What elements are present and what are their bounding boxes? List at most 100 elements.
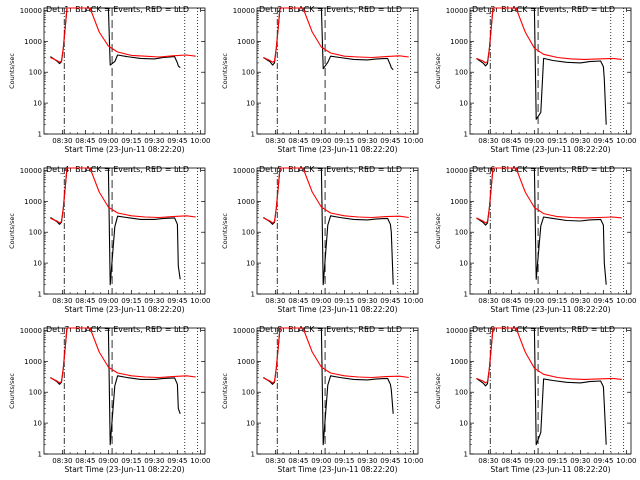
x-tick-label: 09:45 <box>593 137 613 145</box>
x-tick-label: 09:45 <box>167 457 187 465</box>
chart-panel-1: Det_1r BLACK = Events, RED = LLD 1 10 100 10… <box>8 5 210 154</box>
y-axis-label: Counts/sec <box>8 53 16 89</box>
y-tick-label: 100 <box>242 389 255 397</box>
y-tick-label: 10 <box>246 420 255 428</box>
series-lld <box>50 7 196 63</box>
y-tick-label: 100 <box>455 69 468 77</box>
x-tick-label: 09:00 <box>524 457 544 465</box>
series-events <box>476 7 607 125</box>
x-tick-label: 09:15 <box>547 137 567 145</box>
x-tick-label: 08:45 <box>288 457 308 465</box>
x-tick-label: 09:00 <box>98 457 118 465</box>
x-axis-label: Start Time (23-Jun-11 08:22:20) <box>491 465 611 474</box>
x-tick-label: 09:45 <box>167 137 187 145</box>
x-tick-label: 08:30 <box>265 457 285 465</box>
series-events <box>50 167 181 286</box>
y-tick-label: 10 <box>459 260 468 268</box>
x-axis-label: Start Time (23-Jun-11 08:22:20) <box>491 305 611 314</box>
x-tick-label: 10:00 <box>190 297 210 305</box>
plot-title: Det_8r BLACK = Events, RED = LLD <box>259 325 402 334</box>
y-tick-label: 100 <box>29 389 42 397</box>
x-tick-label: 09:00 <box>524 137 544 145</box>
series-events <box>263 7 394 71</box>
y-tick-label: 100 <box>242 69 255 77</box>
chart-panel-5: Det_5r BLACK = Events, RED = LLD 1 10 100 10… <box>221 165 423 314</box>
plot-frame <box>256 167 419 295</box>
y-tick-label: 10000 <box>233 327 255 335</box>
x-tick-label: 09:30 <box>144 137 164 145</box>
x-tick-label: 08:45 <box>75 137 95 145</box>
chart-panel-2: Det_2r BLACK = Events, RED = LLD 1 10 100 10… <box>221 5 423 154</box>
x-tick-label: 10:00 <box>616 457 636 465</box>
x-axis-label: Start Time (23-Jun-11 08:22:20) <box>65 305 185 314</box>
y-tick-label: 10000 <box>446 327 468 335</box>
y-tick-label: 1 <box>38 451 42 459</box>
x-tick-label: 09:00 <box>311 457 331 465</box>
plot-frame <box>469 167 632 295</box>
y-tick-label: 1 <box>251 451 255 459</box>
x-axis-label: Start Time (23-Jun-11 08:22:20) <box>278 305 398 314</box>
y-tick-label: 10000 <box>446 7 468 15</box>
plot-frame <box>469 327 632 455</box>
chart-panel-6: Det_6r BLACK = Events, RED = LLD 1 10 100 10… <box>434 165 636 314</box>
series-events <box>50 7 181 69</box>
plot-title: Det_3r BLACK = Events, RED = LLD <box>472 5 615 14</box>
y-tick-label: 1000 <box>237 198 255 206</box>
y-axis-label: Counts/sec <box>434 53 442 89</box>
x-tick-label: 10:00 <box>403 297 423 305</box>
x-tick-label: 09:30 <box>570 457 590 465</box>
x-tick-label: 09:30 <box>357 457 377 465</box>
plot-frame <box>43 167 206 295</box>
x-axis-label: Start Time (23-Jun-11 08:22:20) <box>491 145 611 154</box>
x-tick-label: 09:15 <box>547 457 567 465</box>
y-tick-label: 10000 <box>20 167 42 175</box>
series-lld <box>263 167 409 224</box>
x-axis-label: Start Time (23-Jun-11 08:22:20) <box>278 145 398 154</box>
x-tick-label: 09:30 <box>357 297 377 305</box>
y-axis-label: Counts/sec <box>434 373 442 409</box>
y-axis-label: Counts/sec <box>221 373 229 409</box>
plot-title: Det_5r BLACK = Events, RED = LLD <box>259 165 402 174</box>
x-tick-label: 09:15 <box>547 297 567 305</box>
x-tick-label: 10:00 <box>403 457 423 465</box>
x-tick-label: 08:30 <box>265 137 285 145</box>
x-tick-label: 09:45 <box>380 137 400 145</box>
y-tick-label: 1000 <box>24 38 42 46</box>
x-tick-label: 10:00 <box>616 137 636 145</box>
x-tick-label: 09:45 <box>380 297 400 305</box>
y-tick-label: 10 <box>459 420 468 428</box>
x-tick-label: 09:45 <box>380 457 400 465</box>
y-tick-label: 1000 <box>450 358 468 366</box>
y-tick-label: 1 <box>464 451 468 459</box>
x-tick-label: 10:00 <box>190 137 210 145</box>
x-tick-label: 09:30 <box>570 137 590 145</box>
x-tick-label: 08:30 <box>52 297 72 305</box>
y-tick-label: 1000 <box>24 358 42 366</box>
series-lld <box>50 167 196 224</box>
x-tick-label: 09:00 <box>524 297 544 305</box>
series-lld <box>476 167 622 224</box>
y-axis-label: Counts/sec <box>221 53 229 89</box>
plot-title: Det_2r BLACK = Events, RED = LLD <box>259 5 402 14</box>
y-tick-label: 100 <box>29 229 42 237</box>
x-tick-label: 10:00 <box>616 297 636 305</box>
x-tick-label: 09:30 <box>570 297 590 305</box>
y-tick-label: 1000 <box>237 358 255 366</box>
x-tick-label: 08:45 <box>501 297 521 305</box>
y-tick-label: 100 <box>29 69 42 77</box>
x-tick-label: 08:30 <box>478 297 498 305</box>
x-axis-label: Start Time (23-Jun-11 08:22:20) <box>65 145 185 154</box>
y-tick-label: 1000 <box>450 198 468 206</box>
y-tick-label: 1 <box>38 131 42 139</box>
x-tick-label: 10:00 <box>403 137 423 145</box>
plot-frame <box>469 7 632 135</box>
series-lld <box>476 7 622 64</box>
y-axis-label: Counts/sec <box>434 213 442 249</box>
y-tick-label: 10 <box>459 100 468 108</box>
series-events <box>50 327 181 446</box>
x-tick-label: 08:45 <box>75 297 95 305</box>
series-events <box>476 327 607 446</box>
y-tick-label: 1000 <box>450 38 468 46</box>
y-tick-label: 10000 <box>20 7 42 15</box>
plot-title: Det_6r BLACK = Events, RED = LLD <box>472 165 615 174</box>
